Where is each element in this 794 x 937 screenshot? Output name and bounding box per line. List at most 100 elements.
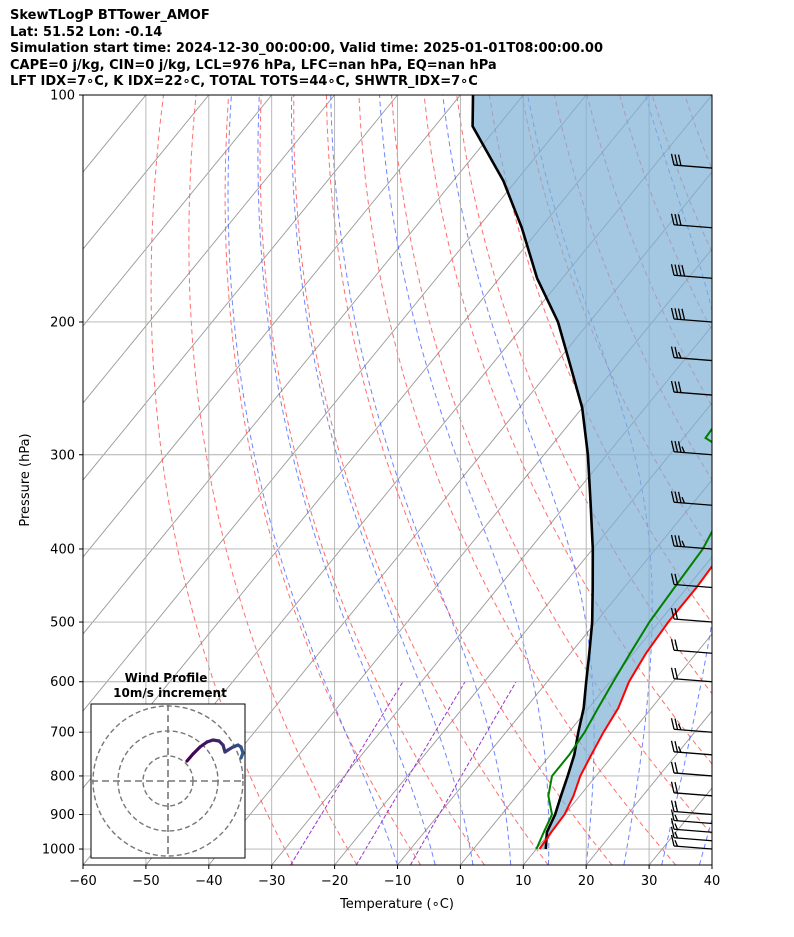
x-axis-label: Temperature (∘C) xyxy=(339,897,454,912)
isotherm-line xyxy=(460,556,712,865)
wind-barb-flag xyxy=(681,264,686,277)
wind-barbs xyxy=(670,81,712,850)
wind-barb xyxy=(670,534,712,550)
wind-barb-flag xyxy=(670,761,675,774)
wind-barb-flag xyxy=(674,667,679,680)
x-axis-ticks: −60 −50 −40 −30 −20 −10 0 10 20 30 40 xyxy=(69,865,720,889)
wind-barb-flag xyxy=(674,814,679,822)
wind-barb-flag xyxy=(670,491,675,503)
x-tick-label: 30 xyxy=(641,874,658,889)
moist-adiabat-line xyxy=(290,95,474,865)
y-tick-label: 100 xyxy=(50,89,75,104)
wind-barb-flag xyxy=(674,213,679,226)
moist-adiabat-line xyxy=(257,95,436,865)
x-tick-label: 40 xyxy=(704,874,721,889)
wind-barb xyxy=(670,781,712,797)
moist-adiabat-line xyxy=(227,95,398,865)
hodograph-trace xyxy=(185,738,245,763)
mixing-ratio-line xyxy=(409,681,517,865)
x-tick-label: −60 xyxy=(69,874,96,889)
isotherm-line xyxy=(83,95,273,327)
wind-barb-flag xyxy=(670,826,675,838)
x-tick-label: −50 xyxy=(132,874,159,889)
wind-barb-flag xyxy=(674,264,679,276)
wind-barb-staff xyxy=(673,837,712,842)
wind-barb-staff xyxy=(673,772,712,777)
y-tick-label: 200 xyxy=(50,315,75,330)
y-tick-label: 500 xyxy=(50,616,75,631)
wind-barb-flag xyxy=(670,534,675,547)
y-axis-ticks: 100 200 300 400 500 600 700 800 900 1000 xyxy=(42,89,83,858)
cape-line: CAPE=0 j/kg, CIN=0 j/kg, LCL=976 hPa, LF… xyxy=(10,57,497,73)
y-tick-label: 700 xyxy=(50,726,75,741)
parcel-profile-line xyxy=(471,95,595,850)
y-tick-label: 900 xyxy=(50,808,75,823)
wind-barb-flag xyxy=(674,440,679,453)
dry-adiabat-line xyxy=(224,95,422,865)
wind-barb-flag xyxy=(670,800,675,812)
isotherm-line xyxy=(83,95,587,712)
hodograph-inset: Wind Profile 10m/s increment xyxy=(90,671,246,859)
wind-barb-flag xyxy=(670,573,675,585)
wind-barb-flag xyxy=(672,81,675,92)
wind-barb-flag xyxy=(670,834,675,847)
wind-barb xyxy=(670,800,712,816)
wind-barb xyxy=(670,718,712,733)
wind-barb-flag xyxy=(674,840,679,847)
wind-barb-staff xyxy=(673,583,712,589)
wind-barb-flag xyxy=(674,823,679,830)
dry-adiabat-line xyxy=(423,95,712,765)
wind-barb xyxy=(670,607,712,623)
dry-adiabat-line xyxy=(456,95,712,695)
wind-barb-flag xyxy=(677,723,682,731)
wind-barb-flag xyxy=(677,381,682,393)
wind-barb-flag xyxy=(677,535,682,547)
wind-barb-flag xyxy=(670,818,675,830)
isotherm-line xyxy=(83,95,335,404)
dry-adiabat-line xyxy=(259,95,485,865)
wind-barb-flag xyxy=(674,639,679,651)
wind-barb xyxy=(670,809,712,825)
x-tick-label: −10 xyxy=(384,874,411,889)
wind-barb-staff xyxy=(673,828,712,833)
wind-barb-flag xyxy=(674,308,679,320)
wind-barb xyxy=(670,667,712,683)
wind-barb xyxy=(670,573,712,589)
wind-barb-staff xyxy=(673,618,712,623)
moist-adiabat-line xyxy=(379,95,550,865)
dry-adiabat-line xyxy=(293,95,549,865)
wind-barb-flag xyxy=(670,307,675,320)
wind-barb-flag xyxy=(674,381,679,393)
dry-adiabat-line xyxy=(358,95,677,865)
y-tick-label: 400 xyxy=(50,542,75,557)
wind-barb-flag xyxy=(670,264,675,276)
chart-title: SkewTLogP BTTower_AMOF xyxy=(10,8,210,23)
mixing-ratio-line xyxy=(290,681,404,865)
wind-barb xyxy=(670,153,712,169)
wind-barb xyxy=(670,740,712,756)
wind-barb-flag xyxy=(670,809,675,821)
wind-barb-flag xyxy=(674,831,679,839)
wind-barb xyxy=(670,834,712,850)
temperature-profile-line xyxy=(538,564,712,850)
wind-barb-flag xyxy=(670,440,675,452)
wind-barb-staff xyxy=(673,819,712,825)
mixing-ratio-line xyxy=(355,681,466,865)
wind-barb xyxy=(670,380,712,396)
wind-barb-flag xyxy=(670,607,675,620)
y-tick-label: 800 xyxy=(50,769,75,784)
y-axis-label: Pressure (hPa) xyxy=(18,433,33,526)
index-line: LFT IDX=7∘C, K IDX=22∘C, TOTAL TOTS=44∘C… xyxy=(10,74,478,89)
dry-adiabat-line xyxy=(750,95,794,865)
x-tick-label: −30 xyxy=(258,874,285,889)
y-tick-label: 600 xyxy=(50,675,75,690)
wind-barb-flag xyxy=(670,740,675,752)
mixing-ratio-lines xyxy=(290,681,517,865)
wind-barb xyxy=(672,81,712,96)
x-tick-label: 0 xyxy=(456,874,464,889)
x-tick-label: −20 xyxy=(321,874,348,889)
dry-adiabat-line xyxy=(783,95,794,865)
hodograph-segment xyxy=(239,751,245,760)
dry-adiabat-line xyxy=(391,95,712,836)
